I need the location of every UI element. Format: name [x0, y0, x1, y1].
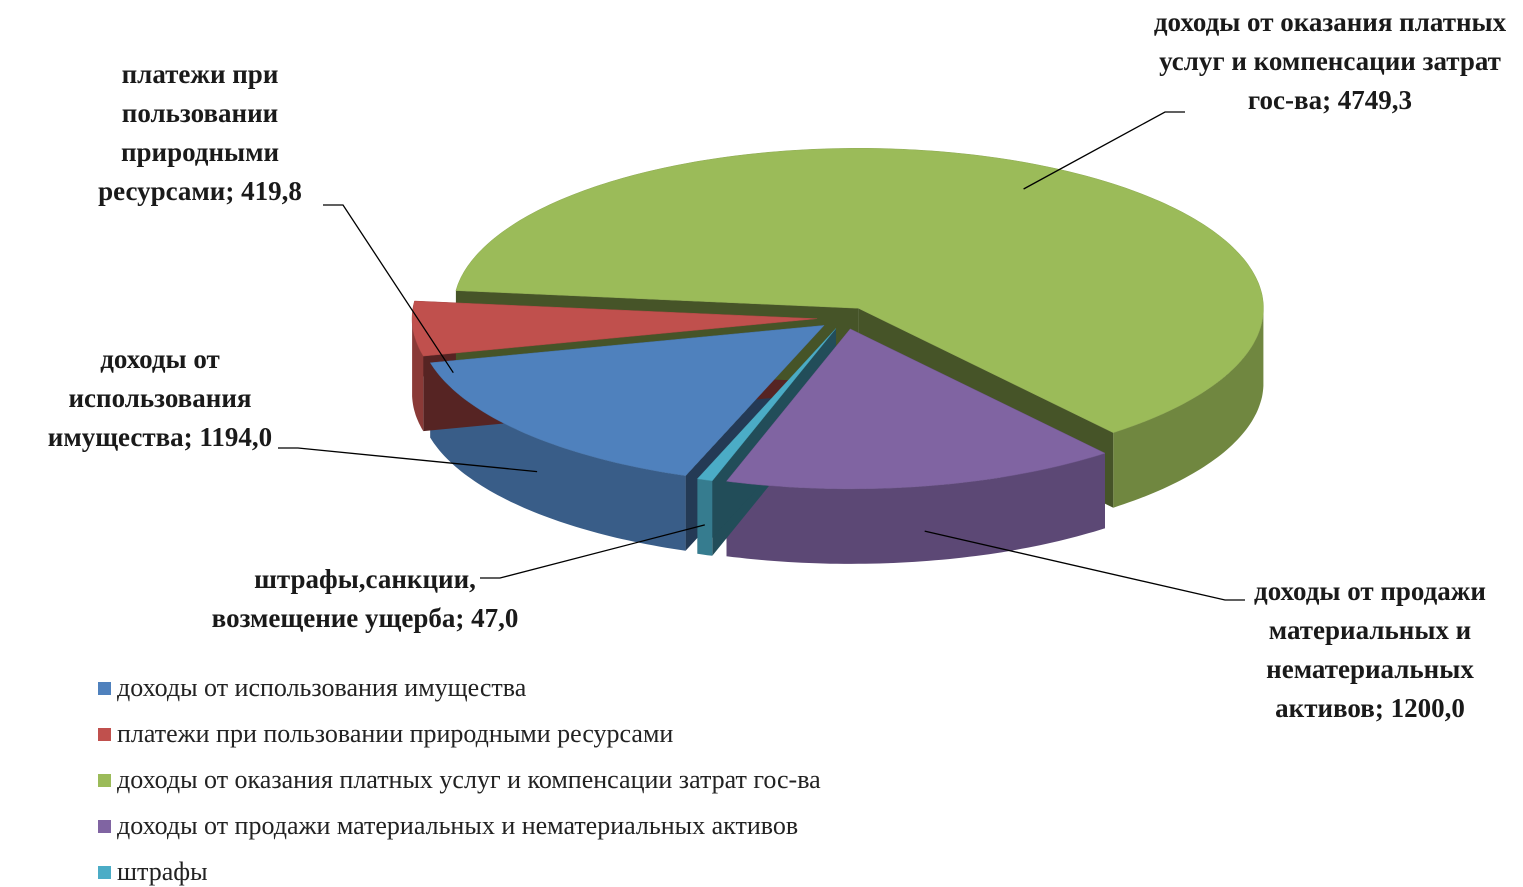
slice-side: [430, 362, 686, 551]
slice-side: [697, 478, 713, 556]
leader-line: [480, 524, 705, 579]
legend-item: доходы от продажи материальных и нематер…: [98, 811, 798, 841]
slice-top: [726, 328, 1106, 490]
legend-text: доходы от оказания платных услуг и компе…: [117, 765, 821, 794]
legend-text: штрафы: [117, 857, 208, 886]
slice-top: [696, 328, 837, 482]
legend-marker: [98, 681, 111, 695]
data-label: платежи при пользовании природными ресур…: [98, 59, 302, 206]
data-label: штрафы,санкции, возмещение ущерба; 47,0: [211, 564, 519, 633]
legend-text: доходы от использования имущества: [117, 673, 527, 702]
legend-item: доходы от использования имущества: [98, 673, 526, 703]
slice-top: [429, 325, 825, 476]
legend-marker: [98, 727, 111, 741]
legend-marker: [98, 865, 111, 879]
slice-top: [411, 300, 818, 357]
legend-item: доходы от оказания платных услуг и компе…: [98, 765, 821, 795]
leader-line: [323, 204, 454, 374]
legend-text: платежи при пользовании природными ресур…: [117, 719, 674, 748]
data-label: доходы от использования имущества; 1194,…: [47, 344, 273, 452]
slice-side: [412, 318, 424, 432]
legend-marker: [98, 819, 111, 833]
legend-item: платежи при пользовании природными ресур…: [98, 719, 673, 749]
leader-line: [924, 530, 1245, 601]
legend-item: штрафы: [98, 857, 208, 887]
slice-top: [455, 148, 1264, 433]
data-label: доходы от оказания платных услуг и компе…: [1153, 7, 1507, 115]
slice-side: [726, 453, 1105, 564]
leader-line: [278, 447, 538, 473]
legend-text: доходы от продажи материальных и нематер…: [117, 811, 799, 840]
slice-tops: [411, 148, 1264, 490]
data-label: доходы от продажи материальных и нематер…: [1254, 576, 1486, 723]
slice-side: [1113, 308, 1264, 508]
leader-line: [1023, 111, 1185, 190]
legend-marker: [98, 773, 111, 787]
